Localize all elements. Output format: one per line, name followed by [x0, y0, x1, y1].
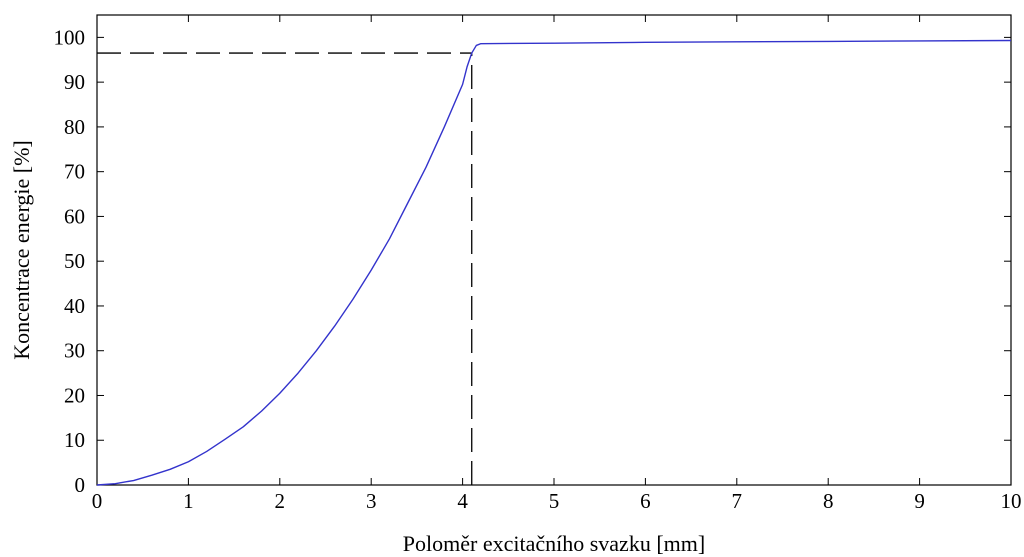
y-axis-label: Koncentrace energie [%] — [9, 140, 34, 359]
x-tick-label: 1 — [183, 489, 194, 513]
y-tick-label: 100 — [54, 25, 86, 49]
y-tick-label: 60 — [64, 204, 85, 228]
x-tick-label: 9 — [914, 489, 925, 513]
y-tick-label: 10 — [64, 428, 85, 452]
x-tick-label: 4 — [457, 489, 468, 513]
x-tick-label: 0 — [92, 489, 103, 513]
y-tick-label: 80 — [64, 115, 85, 139]
y-tick-label: 50 — [64, 249, 85, 273]
x-tick-label: 3 — [366, 489, 377, 513]
y-tick-label: 70 — [64, 160, 85, 184]
reference-lines — [97, 52, 473, 485]
y-tick-label: 40 — [64, 294, 85, 318]
x-tick-label: 6 — [640, 489, 651, 513]
energy-concentration-line — [96, 39, 1012, 486]
y-tick-label: 30 — [64, 339, 85, 363]
axis-ticks — [96, 15, 1012, 486]
x-tick-label: 10 — [1001, 489, 1022, 513]
x-tick-label: 7 — [732, 489, 743, 513]
x-tick-label: 2 — [275, 489, 286, 513]
x-tick-label: 5 — [549, 489, 560, 513]
plot-area-frame — [96, 14, 1012, 486]
data-series — [96, 39, 1012, 486]
y-tick-label: 20 — [64, 383, 85, 407]
y-tick-label: 90 — [64, 70, 85, 94]
x-axis-label: Poloměr excitačního svazku [mm] — [403, 531, 705, 556]
y-tick-label: 0 — [75, 473, 86, 497]
x-tick-label: 8 — [823, 489, 834, 513]
